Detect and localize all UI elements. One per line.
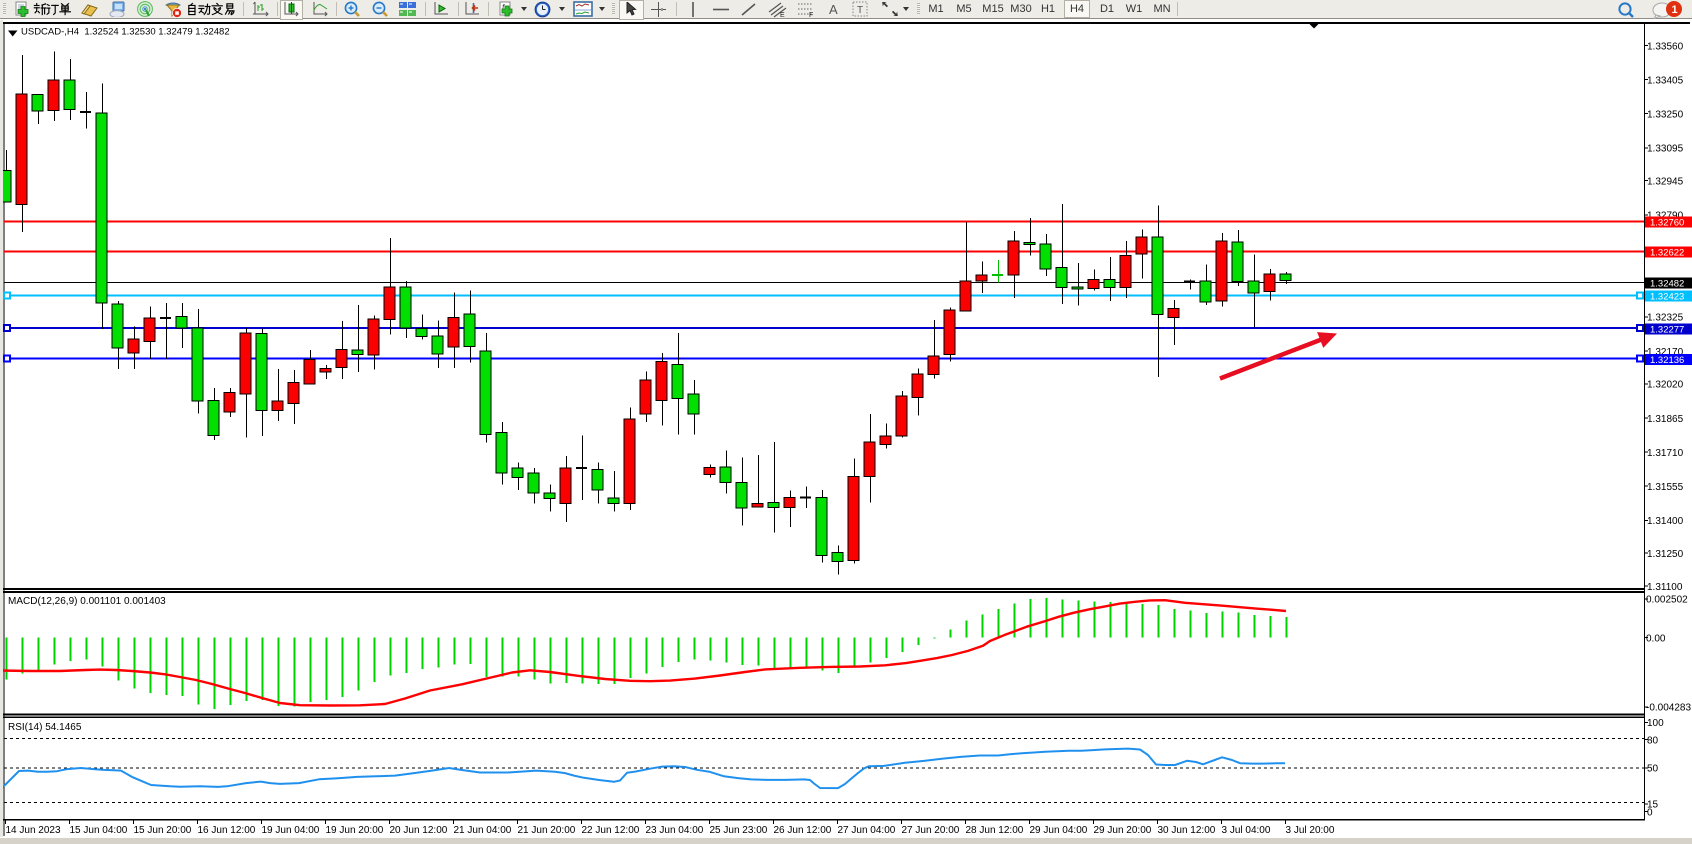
svg-text:25 Jun 23:00: 25 Jun 23:00 xyxy=(710,825,768,836)
svg-text:1.31710: 1.31710 xyxy=(1647,448,1684,459)
svg-text:19 Jun 20:00: 19 Jun 20:00 xyxy=(326,825,384,836)
svg-text:MACD(12,26,9) 0.001101 0.00140: MACD(12,26,9) 0.001101 0.001403 xyxy=(8,596,166,607)
svg-text:0.002502: 0.002502 xyxy=(1646,595,1688,606)
svg-text:1.32622: 1.32622 xyxy=(1650,248,1684,259)
svg-text:1: 1 xyxy=(1672,4,1678,16)
svg-text:-0.004283: -0.004283 xyxy=(1646,703,1691,714)
svg-text:1.33405: 1.33405 xyxy=(1647,75,1684,86)
svg-text:22 Jun 12:00: 22 Jun 12:00 xyxy=(582,825,640,836)
svg-text:19 Jun 04:00: 19 Jun 04:00 xyxy=(262,825,320,836)
svg-text:E: E xyxy=(780,12,785,18)
svg-text:29 Jun 04:00: 29 Jun 04:00 xyxy=(1030,825,1088,836)
svg-text:30 Jun 12:00: 30 Jun 12:00 xyxy=(1158,825,1216,836)
svg-text:26 Jun 12:00: 26 Jun 12:00 xyxy=(774,825,832,836)
svg-text:1.31555: 1.31555 xyxy=(1647,482,1684,493)
svg-text:1.31250: 1.31250 xyxy=(1647,549,1684,560)
svg-text:1.32423: 1.32423 xyxy=(1650,292,1684,303)
svg-text:21 Jun 04:00: 21 Jun 04:00 xyxy=(454,825,512,836)
svg-text:15: 15 xyxy=(1647,800,1659,811)
svg-text:27 Jun 04:00: 27 Jun 04:00 xyxy=(838,825,896,836)
svg-text:1.31100: 1.31100 xyxy=(1647,582,1683,593)
svg-text:20 Jun 12:00: 20 Jun 12:00 xyxy=(390,825,448,836)
svg-text:1.32325: 1.32325 xyxy=(1647,313,1684,324)
svg-text:28 Jun 12:00: 28 Jun 12:00 xyxy=(966,825,1024,836)
svg-text:F: F xyxy=(809,12,813,18)
svg-text:29 Jun 20:00: 29 Jun 20:00 xyxy=(1094,825,1152,836)
svg-text:16 Jun 12:00: 16 Jun 12:00 xyxy=(198,825,256,836)
svg-text:f: f xyxy=(502,3,505,12)
svg-text:27 Jun 20:00: 27 Jun 20:00 xyxy=(902,825,960,836)
svg-text:0.00: 0.00 xyxy=(1646,633,1666,644)
svg-text:3 Jul 04:00: 3 Jul 04:00 xyxy=(1222,825,1271,836)
svg-text:RSI(14) 54.1465: RSI(14) 54.1465 xyxy=(8,722,82,733)
svg-text:1.32790: 1.32790 xyxy=(1647,211,1684,222)
svg-text:T: T xyxy=(857,5,863,16)
svg-text:1.32170: 1.32170 xyxy=(1647,347,1684,358)
svg-text:USDCAD-,H4 1.32524 1.32530 1.: USDCAD-,H4 1.32524 1.32530 1.32479 1.324… xyxy=(21,27,230,38)
svg-text:23 Jun 04:00: 23 Jun 04:00 xyxy=(646,825,704,836)
svg-text:0: 0 xyxy=(1647,807,1653,818)
svg-text:1.32020: 1.32020 xyxy=(1647,380,1684,391)
svg-text:1.33560: 1.33560 xyxy=(1647,41,1684,52)
svg-text:50: 50 xyxy=(1647,764,1659,775)
svg-text:100: 100 xyxy=(1647,718,1664,729)
svg-text:14 Jun 2023: 14 Jun 2023 xyxy=(6,825,61,836)
svg-text:15 Jun 20:00: 15 Jun 20:00 xyxy=(134,825,192,836)
svg-text:21 Jun 20:00: 21 Jun 20:00 xyxy=(518,825,576,836)
svg-text:1.31400: 1.31400 xyxy=(1647,516,1684,527)
svg-text:1.32136: 1.32136 xyxy=(1650,355,1684,366)
svg-text:1.31865: 1.31865 xyxy=(1647,414,1684,425)
svg-text:1.33095: 1.33095 xyxy=(1647,144,1684,155)
svg-text:15 Jun 04:00: 15 Jun 04:00 xyxy=(70,825,128,836)
svg-text:1.32277: 1.32277 xyxy=(1650,325,1684,336)
svg-text:3 Jul 20:00: 3 Jul 20:00 xyxy=(1286,825,1335,836)
svg-text:1.33250: 1.33250 xyxy=(1647,109,1684,120)
svg-text:80: 80 xyxy=(1647,735,1659,746)
svg-text:1.32482: 1.32482 xyxy=(1650,279,1684,290)
svg-text:1.32760: 1.32760 xyxy=(1650,218,1684,229)
svg-text:1.32945: 1.32945 xyxy=(1647,176,1684,187)
